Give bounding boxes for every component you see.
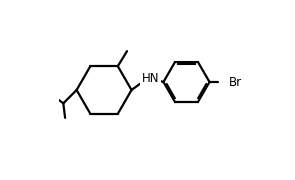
Text: Br: Br — [229, 76, 242, 89]
Text: HN: HN — [141, 72, 159, 85]
